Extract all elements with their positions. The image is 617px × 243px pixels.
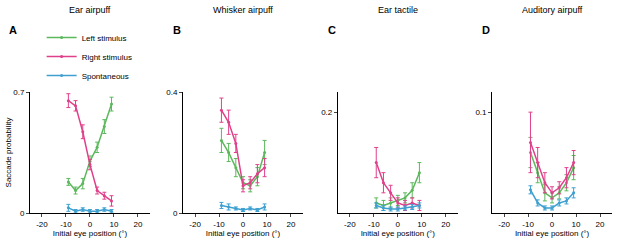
svg-text:Saccade probability: Saccade probability — [4, 118, 13, 188]
svg-text:0: 0 — [20, 209, 25, 218]
svg-text:0: 0 — [241, 220, 246, 229]
svg-text:Auditory airpuff: Auditory airpuff — [522, 5, 583, 15]
svg-text:Ear airpuff: Ear airpuff — [69, 5, 111, 15]
svg-text:0.2: 0.2 — [321, 108, 333, 117]
svg-text:-20: -20 — [498, 220, 510, 229]
svg-text:Left stimulus: Left stimulus — [82, 34, 127, 43]
svg-text:10: 10 — [263, 220, 272, 229]
svg-text:20: 20 — [441, 220, 450, 229]
svg-text:Ear tactile: Ear tactile — [378, 5, 418, 15]
svg-text:0: 0 — [173, 209, 178, 218]
svg-text:0.7: 0.7 — [13, 88, 25, 97]
svg-text:0: 0 — [550, 220, 555, 229]
svg-text:C: C — [328, 24, 336, 36]
svg-text:-10: -10 — [60, 220, 72, 229]
svg-text:0: 0 — [88, 220, 93, 229]
svg-text:0.4: 0.4 — [166, 88, 178, 97]
svg-text:-20: -20 — [189, 220, 201, 229]
svg-text:Initial eye position (°): Initial eye position (°) — [206, 229, 281, 238]
svg-text:20: 20 — [287, 220, 296, 229]
svg-text:-10: -10 — [213, 220, 225, 229]
svg-text:10: 10 — [572, 220, 581, 229]
svg-text:-10: -10 — [368, 220, 380, 229]
svg-text:A: A — [9, 24, 17, 36]
svg-text:0.1: 0.1 — [475, 108, 487, 117]
svg-text:10: 10 — [417, 220, 426, 229]
svg-text:D: D — [482, 24, 490, 36]
svg-text:0: 0 — [396, 220, 401, 229]
svg-text:20: 20 — [596, 220, 605, 229]
svg-text:Initial eye position (°): Initial eye position (°) — [53, 229, 128, 238]
svg-text:B: B — [173, 24, 181, 36]
svg-text:Spontaneous: Spontaneous — [82, 72, 129, 81]
svg-text:-20: -20 — [36, 220, 48, 229]
svg-text:10: 10 — [109, 220, 118, 229]
svg-text:Initial eye position (°): Initial eye position (°) — [515, 229, 590, 238]
svg-text:20: 20 — [133, 220, 142, 229]
svg-text:Initial eye position (°): Initial eye position (°) — [361, 229, 436, 238]
svg-text:-20: -20 — [344, 220, 356, 229]
svg-text:Whisker airpuff: Whisker airpuff — [213, 5, 273, 15]
svg-text:Right stimulus: Right stimulus — [82, 53, 132, 62]
svg-text:-10: -10 — [522, 220, 534, 229]
